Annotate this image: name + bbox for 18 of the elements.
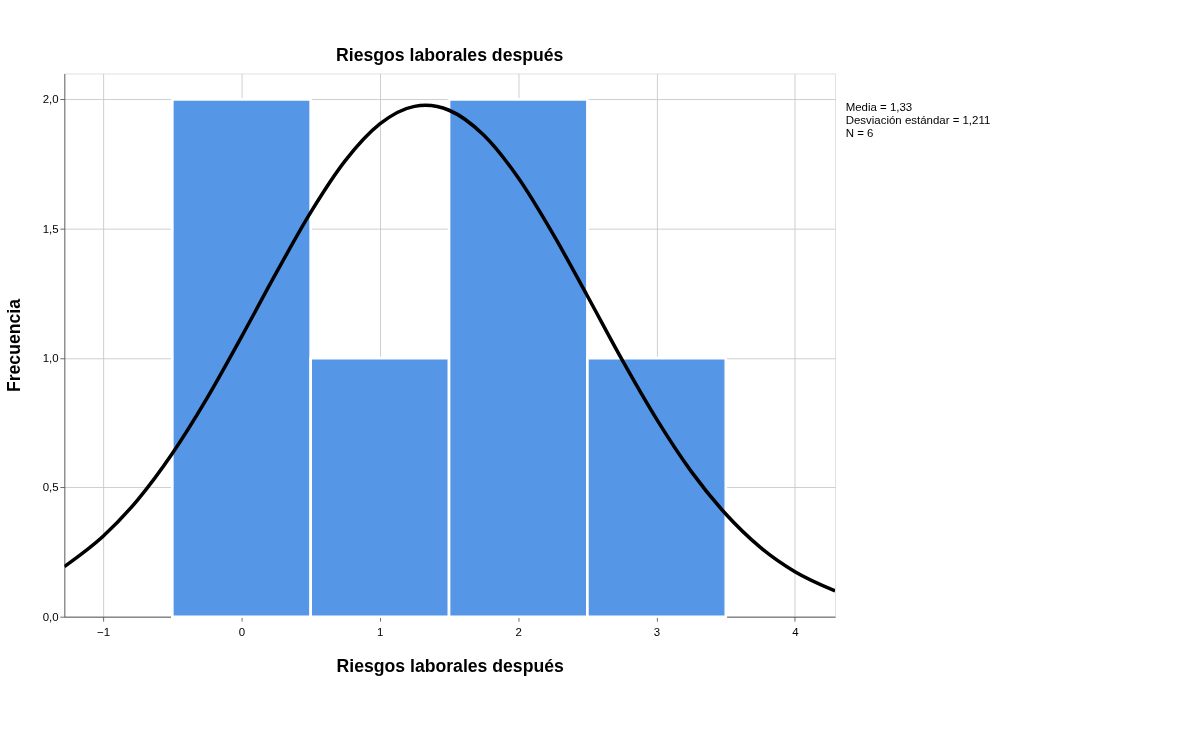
y-axis-title: Frecuencia xyxy=(3,298,24,393)
line-series xyxy=(64,103,836,593)
x-tick-label: 2 xyxy=(515,625,522,638)
x-tick-label: 1 xyxy=(377,625,384,638)
y-tick-label: 0,5 xyxy=(42,481,59,494)
text: Desviación estándar = 1,211 xyxy=(845,113,991,126)
y-tick-label: 0,0 xyxy=(42,610,59,623)
y-tick-label: 2,0 xyxy=(42,93,59,106)
y-tick-label: 1,0 xyxy=(42,352,59,365)
x-axis-title: Riesgos laborales después xyxy=(336,655,564,676)
x-tick-label: 3 xyxy=(653,625,661,638)
text: N = 6 xyxy=(845,127,874,140)
x-tick-label: −1 xyxy=(97,625,111,638)
chart-title: Riesgos laborales después xyxy=(336,45,564,66)
x-tick-label: 4 xyxy=(792,625,800,638)
y-tick-label: 1,5 xyxy=(42,222,59,235)
text: Media = 1,33 xyxy=(845,100,913,113)
x-tick-label: 0 xyxy=(238,625,246,638)
